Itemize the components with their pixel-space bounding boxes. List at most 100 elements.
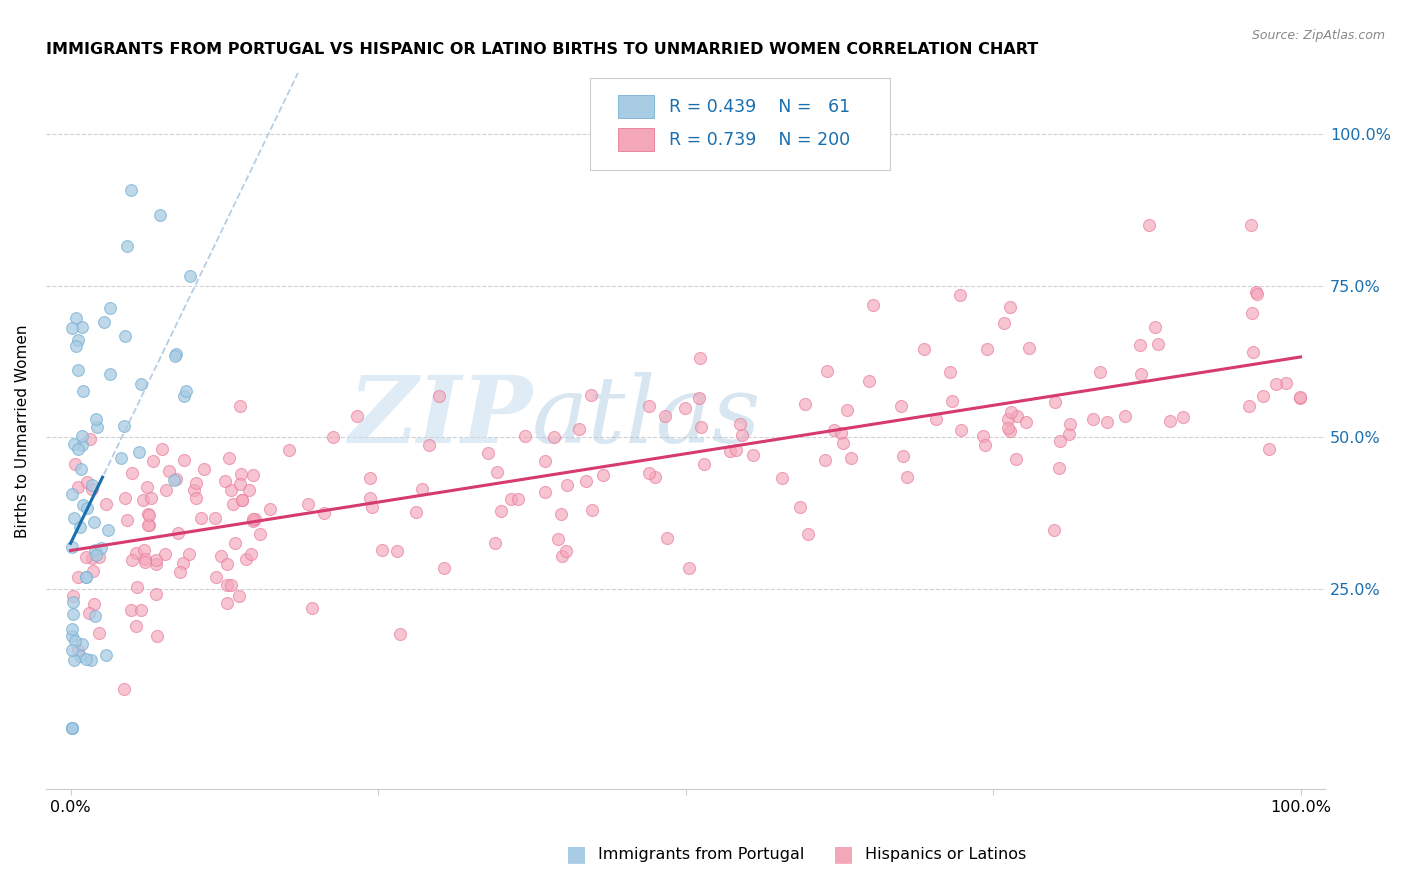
- Point: [891, 449, 914, 463]
- Point: [98, 301, 121, 315]
- Point: [941, 394, 963, 409]
- Point: [689, 351, 711, 366]
- Point: [134, 551, 156, 566]
- Point: [84, 609, 107, 624]
- Point: [169, 566, 191, 580]
- Point: [60, 722, 83, 736]
- Point: [239, 547, 262, 561]
- Point: [75, 652, 97, 666]
- Text: R = 0.739    N = 200: R = 0.739 N = 200: [669, 131, 851, 149]
- Point: [165, 347, 187, 361]
- Point: [1159, 414, 1181, 428]
- Point: [477, 446, 499, 460]
- Point: [125, 546, 148, 560]
- Point: [939, 365, 962, 379]
- Point: [489, 504, 512, 518]
- Point: [862, 298, 884, 312]
- Point: [581, 503, 603, 517]
- Point: [912, 343, 935, 357]
- Point: [115, 512, 138, 526]
- Point: [145, 552, 167, 566]
- Point: [80, 550, 103, 565]
- Point: [1057, 426, 1080, 441]
- Point: [360, 500, 382, 515]
- Point: [997, 420, 1019, 434]
- Point: [533, 454, 555, 468]
- Point: [543, 430, 565, 444]
- Point: [655, 531, 678, 545]
- Point: [76, 475, 98, 490]
- Point: [63, 634, 86, 648]
- Point: [638, 467, 661, 481]
- Point: [135, 480, 157, 494]
- Point: [997, 411, 1019, 425]
- Point: [60, 722, 83, 736]
- Point: [69, 648, 91, 663]
- Point: [224, 535, 246, 549]
- Point: [1047, 461, 1070, 475]
- Point: [718, 444, 741, 458]
- Point: [179, 547, 201, 561]
- Point: [741, 448, 763, 462]
- Point: [93, 315, 115, 329]
- Text: Immigrants from Portugal: Immigrants from Portugal: [598, 847, 804, 862]
- Point: [654, 409, 676, 423]
- Point: [157, 464, 180, 478]
- Point: [557, 477, 579, 491]
- Point: [243, 512, 266, 526]
- Point: [949, 423, 972, 437]
- Point: [231, 493, 253, 508]
- Point: [554, 544, 576, 558]
- Point: [66, 363, 89, 377]
- Point: [82, 564, 104, 578]
- Point: [60, 541, 83, 555]
- Point: [128, 445, 150, 459]
- Point: [678, 560, 700, 574]
- Text: IMMIGRANTS FROM PORTUGAL VS HISPANIC OR LATINO BIRTHS TO UNMARRIED WOMEN CORRELA: IMMIGRANTS FROM PORTUGAL VS HISPANIC OR …: [46, 42, 1038, 57]
- Text: ■: ■: [834, 845, 853, 864]
- Point: [145, 587, 167, 601]
- Point: [1288, 391, 1310, 405]
- Point: [418, 438, 440, 452]
- Point: [65, 311, 87, 326]
- Point: [551, 549, 574, 563]
- Point: [1237, 399, 1260, 413]
- Point: [998, 424, 1021, 438]
- Point: [70, 319, 93, 334]
- Point: [242, 512, 264, 526]
- Point: [214, 474, 236, 488]
- Point: [149, 208, 172, 222]
- Point: [832, 436, 855, 450]
- Point: [359, 471, 381, 485]
- Point: [66, 333, 89, 347]
- Point: [725, 443, 748, 458]
- Point: [830, 426, 852, 441]
- Point: [405, 505, 427, 519]
- Point: [1000, 405, 1022, 419]
- Point: [79, 433, 101, 447]
- Point: [62, 589, 84, 603]
- Point: [132, 492, 155, 507]
- Point: [89, 541, 111, 555]
- Point: [114, 491, 136, 506]
- Point: [312, 506, 335, 520]
- Point: [87, 550, 110, 565]
- Point: [172, 556, 194, 570]
- Point: [575, 474, 598, 488]
- Point: [72, 384, 94, 398]
- Point: [644, 470, 666, 484]
- Text: R = 0.439    N =   61: R = 0.439 N = 61: [669, 98, 851, 116]
- Point: [1043, 395, 1066, 409]
- Point: [411, 482, 433, 496]
- Point: [67, 480, 90, 494]
- Point: [193, 462, 215, 476]
- Point: [79, 606, 101, 620]
- Point: [80, 482, 103, 496]
- Point: [173, 389, 195, 403]
- Point: [231, 467, 253, 481]
- Point: [249, 526, 271, 541]
- Text: Hispanics or Latinos: Hispanics or Latinos: [865, 847, 1026, 862]
- Point: [184, 476, 207, 491]
- Point: [1095, 415, 1118, 429]
- Point: [67, 643, 90, 657]
